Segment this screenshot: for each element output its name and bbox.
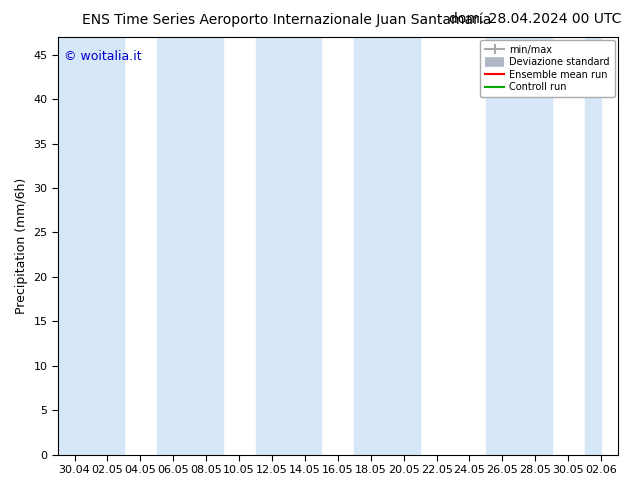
Bar — [157, 37, 223, 455]
Text: ENS Time Series Aeroporto Internazionale Juan Santamaría: ENS Time Series Aeroporto Internazionale… — [82, 12, 492, 27]
Text: dom. 28.04.2024 00 UTC: dom. 28.04.2024 00 UTC — [449, 12, 621, 26]
Bar — [256, 37, 321, 455]
Bar — [486, 37, 552, 455]
Legend: min/max, Deviazione standard, Ensemble mean run, Controll run: min/max, Deviazione standard, Ensemble m… — [480, 40, 614, 97]
Text: © woitalia.it: © woitalia.it — [63, 49, 141, 63]
Bar — [354, 37, 420, 455]
Y-axis label: Precipitation (mm/6h): Precipitation (mm/6h) — [15, 178, 28, 314]
Bar — [585, 37, 601, 455]
Bar — [58, 37, 124, 455]
